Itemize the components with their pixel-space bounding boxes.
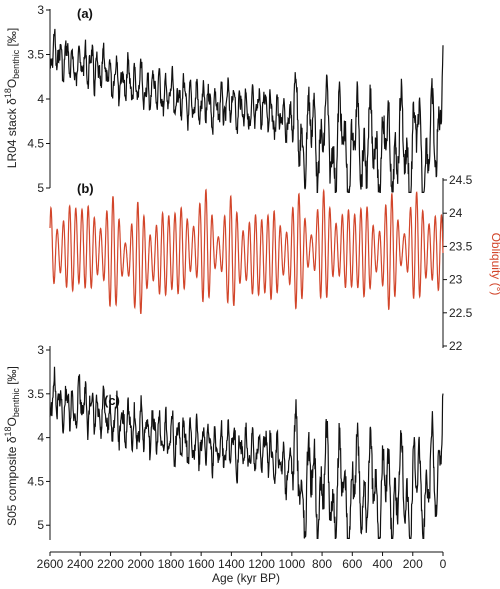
panel-b-y-label: Obliquity (°) [489, 233, 500, 296]
panel-b-letter: (b) [77, 181, 94, 196]
y-tick-label: 4 [37, 431, 44, 445]
x-tick-label: 1600 [188, 557, 215, 571]
panel-a-y-label-unit: [‰] [5, 28, 19, 50]
y-tick-label: 24.5 [449, 173, 473, 187]
panel-a-y-label-main: LR04 stack δ [5, 98, 19, 168]
x-axis-ticks: 2600 2400 2200 2000 1800 1600 1400 1200 1000 800 6… [37, 552, 447, 571]
panel-b-obliquity: (b) 22 22.5 23 23.5 24 24.5 Obliquity (°) [49, 173, 500, 353]
panel-c-y-label: S05 composite δ18Obenthic [‰] [3, 366, 21, 526]
panel-c-y-label-sub: benthic [11, 388, 21, 418]
x-tick-label: 2200 [97, 557, 124, 571]
panel-b-series-line [49, 188, 444, 315]
x-tick-label: 2400 [67, 557, 94, 571]
panel-c-y-ticks: 3 3.5 4 4.5 5 [27, 343, 50, 532]
panel-a-series-line [49, 28, 444, 193]
y-tick-label: 5 [37, 518, 44, 532]
x-tick-label: 1400 [218, 557, 245, 571]
x-axis-label: Age (kyr BP) [212, 571, 280, 585]
panel-c-s05: (c) 3 3.5 4 4.5 5 S05 composite δ18Obenthic … [3, 343, 447, 585]
x-tick-label: 0 [440, 557, 447, 571]
panel-c-y-label-unit: [‰] [5, 366, 19, 388]
y-tick-label: 4.5 [27, 474, 44, 488]
x-tick-label: 2000 [127, 557, 154, 571]
y-tick-label: 3 [37, 343, 44, 357]
x-tick-label: 600 [342, 557, 362, 571]
panel-c-y-label-main: S05 composite δ [5, 436, 19, 526]
y-tick-label: 4.5 [27, 137, 44, 151]
panel-c-series-line [49, 366, 444, 539]
x-tick-label: 1200 [248, 557, 275, 571]
x-tick-label: 800 [312, 557, 332, 571]
y-tick-label: 5 [37, 181, 44, 195]
panel-a-y-label-sub: benthic [11, 49, 21, 79]
x-tick-label: 2600 [37, 557, 64, 571]
panel-a-y-ticks: 3 3.5 4 4.5 5 [27, 3, 50, 195]
panel-a-y-label-mid: O [5, 79, 19, 88]
panel-c-letter: (c) [104, 393, 120, 408]
y-tick-label: 4 [37, 92, 44, 106]
panel-a-letter: (a) [77, 6, 93, 21]
panel-c-y-label-mid: O [5, 417, 19, 426]
panel-c-y-label-sup: 18 [3, 426, 13, 436]
y-tick-label: 3 [37, 3, 44, 17]
x-tick-label: 1000 [278, 557, 305, 571]
x-tick-label: 400 [373, 557, 393, 571]
y-tick-label: 23.5 [449, 239, 473, 253]
y-tick-label: 24 [449, 206, 463, 220]
y-tick-label: 3.5 [27, 387, 44, 401]
y-tick-label: 3.5 [27, 48, 44, 62]
y-tick-label: 23 [449, 273, 463, 287]
y-tick-label: 22.5 [449, 306, 473, 320]
x-tick-label: 200 [403, 557, 423, 571]
panel-b-y-ticks: 22 22.5 23 23.5 24 24.5 [443, 173, 473, 353]
y-tick-label: 22 [449, 339, 463, 353]
panel-a-lr04: (a) 3 3.5 4 4.5 5 LR04 stack δ18Obenthic [‰] [3, 3, 444, 195]
panel-a-y-label: LR04 stack δ18Obenthic [‰] [3, 28, 21, 168]
panel-a-y-label-sup: 18 [3, 88, 13, 98]
x-tick-label: 1800 [158, 557, 185, 571]
